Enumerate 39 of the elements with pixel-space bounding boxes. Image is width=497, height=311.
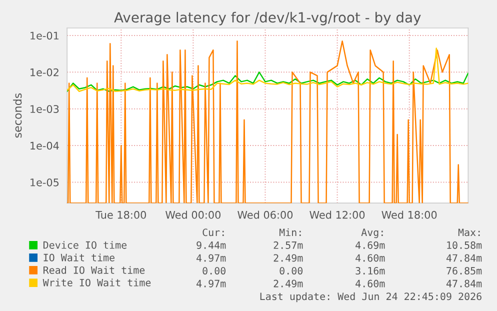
text: 2.57m: [274, 241, 303, 249]
legend-label: IO Wait time: [44, 254, 114, 262]
text: 2.49m: [274, 280, 303, 288]
text: 76.85m: [446, 266, 482, 275]
text: Min:: [280, 228, 301, 236]
text: 9.44m: [196, 241, 226, 249]
text: 4.60m: [356, 280, 385, 288]
text: 47.84m: [446, 254, 482, 262]
x-tick-label: Wed 00:00: [166, 210, 221, 219]
y-tick-label: 1e-04: [30, 142, 59, 150]
legend-label: Write IO Wait time: [42, 278, 151, 286]
text: 10.58m: [447, 241, 482, 249]
x-tick-label: Wed 06:00: [238, 210, 293, 219]
text: Avg:: [361, 228, 383, 238]
text: Max:: [458, 228, 480, 236]
text: 47.84m: [446, 280, 482, 288]
text: Last update: Wed Jun 24 22:45:09 2026: [260, 292, 482, 302]
legend-label: Read IO Wait time: [44, 266, 145, 274]
text: 4.60m: [356, 254, 385, 262]
y-tick-label: 1e-03: [30, 105, 59, 113]
text: 4.69m: [356, 241, 385, 249]
y-axis-title: seconds: [13, 93, 22, 138]
y-tick-label: 1e-02: [30, 68, 58, 76]
y-tick-label: 1e-01: [30, 32, 58, 40]
text: 2.49m: [274, 254, 303, 262]
x-tick-label: Wed 18:00: [382, 210, 437, 219]
text: 3.16m: [356, 266, 385, 275]
text: 4.97m: [196, 280, 226, 288]
text: 4.97m: [196, 254, 226, 262]
text: 0.00: [202, 266, 226, 275]
text: 0.00: [280, 266, 303, 275]
y-tick-label: 1e-05: [30, 178, 59, 186]
legend-label: Device IO time: [43, 241, 127, 249]
x-tick-label: Tue 18:00: [96, 210, 146, 219]
line-series: [67, 72, 468, 92]
x-tick-label: Wed 12:00: [310, 210, 365, 219]
chart-title: Average latency for /dev/k1-vg/root - by day: [114, 12, 421, 26]
line-series: [67, 48, 468, 92]
text: Cur:: [202, 228, 224, 236]
